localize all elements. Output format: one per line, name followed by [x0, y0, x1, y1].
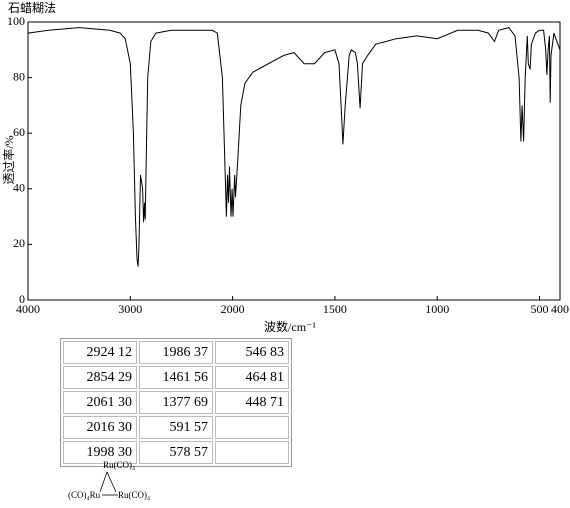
table-cell: 448 71: [215, 391, 289, 414]
x-tick-label: 1000: [425, 302, 449, 316]
x-tick-label: 3000: [118, 302, 142, 316]
structure-left: (CO)₄Ru: [68, 490, 101, 500]
peak-table: 2924 12 1986 37 546 83 2854 29 1461 56 464 81…: [60, 338, 292, 467]
x-tick-label: 400: [551, 302, 569, 316]
x-tick-label: 1500: [323, 302, 347, 316]
table-cell: [215, 416, 289, 439]
x-tick-label: 2000: [221, 302, 245, 316]
plot-frame: [27, 21, 561, 301]
x-axis-label: 波数/cm⁻¹: [264, 319, 316, 334]
table-cell: [215, 441, 289, 464]
spectrum-line: [27, 27, 561, 267]
table-cell: 2061 30: [63, 391, 137, 414]
table-cell: 578 57: [139, 441, 213, 464]
y-tick-label: 60: [13, 125, 25, 139]
table-row: 2061 30 1377 69 448 71: [63, 391, 289, 414]
table-cell: 2854 29: [63, 366, 137, 389]
structure-top: Ru(CO)₄: [103, 460, 136, 470]
x-tick-label: 500: [531, 302, 549, 316]
chart: 石蜡糊法 波数/cm⁻¹ 透过率/% 0 20 40 60 80 100 4000 3000 2…: [1, 0, 569, 334]
y-tick-label: 20: [13, 236, 25, 250]
y-axis-label: 透过率/%: [1, 135, 16, 184]
table-cell: 1461 56: [139, 366, 213, 389]
table-row: 2854 29 1461 56 464 81: [63, 366, 289, 389]
chart-title: 石蜡糊法: [8, 0, 56, 15]
table-row: 1998 30 578 57: [63, 441, 289, 464]
table-cell: 1998 30: [63, 441, 137, 464]
structure-right: Ru(CO)₄: [118, 490, 151, 500]
y-tick-label: 80: [13, 69, 25, 83]
structure-bonds: [99, 471, 118, 496]
table-cell: 546 83: [215, 341, 289, 364]
table-cell: 2924 12: [63, 341, 137, 364]
table-row: 2016 30 591 57: [63, 416, 289, 439]
table-cell: 464 81: [215, 366, 289, 389]
table-cell: 2016 30: [63, 416, 137, 439]
table-cell: 1986 37: [139, 341, 213, 364]
y-tick-label: 0: [19, 292, 25, 306]
x-tick-label: 4000: [16, 302, 40, 316]
y-tick-label: 100: [7, 14, 25, 28]
y-tick-label: 40: [13, 181, 25, 195]
table-row: 2924 12 1986 37 546 83: [63, 341, 289, 364]
table-cell: 591 57: [139, 416, 213, 439]
table-cell: 1377 69: [139, 391, 213, 414]
